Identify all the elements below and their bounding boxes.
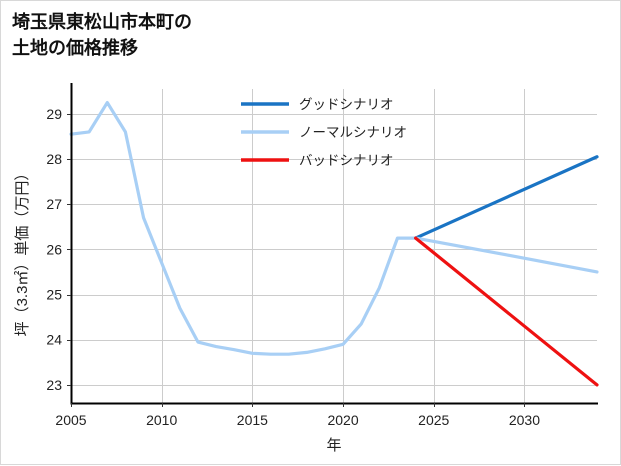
series-line-3 (414, 236, 599, 387)
y-tick-label: 24 (46, 332, 62, 348)
page-title: 埼玉県東松山市本町の 土地の価格推移 (12, 12, 192, 59)
x-axis-label: 年 (326, 437, 341, 454)
series-line-2 (69, 100, 599, 356)
y-tick-label: 28 (46, 151, 62, 167)
x-tick-label: 2015 (237, 412, 268, 428)
y-tick-label: 29 (46, 106, 62, 122)
legend-label-3: バッドシナリオ (299, 153, 394, 168)
legend-label-2: ノーマルシナリオ (299, 125, 407, 140)
legend-label-1: グッドシナリオ (299, 97, 394, 112)
axis-ticks (67, 113, 526, 407)
series-group (69, 100, 599, 387)
x-tick-label: 2030 (509, 412, 540, 428)
x-tick-label: 2010 (146, 412, 177, 428)
x-tick-label: 2005 (55, 412, 86, 428)
axis-tick-labels: 23 24 25 26 27 28 29 2005 2010 2015 2020 2025 2030 (46, 106, 540, 428)
y-axis-label: 坪（3.3㎡）単価（万円） (14, 166, 31, 337)
y-tick-label: 25 (46, 287, 62, 303)
y-tick-label: 27 (46, 196, 62, 212)
x-tick-label: 2025 (418, 412, 449, 428)
series-line-1 (414, 155, 599, 240)
y-tick-label: 26 (46, 241, 62, 257)
y-tick-label: 23 (46, 377, 62, 393)
x-tick-label: 2020 (327, 412, 358, 428)
axis-spines (70, 83, 598, 405)
